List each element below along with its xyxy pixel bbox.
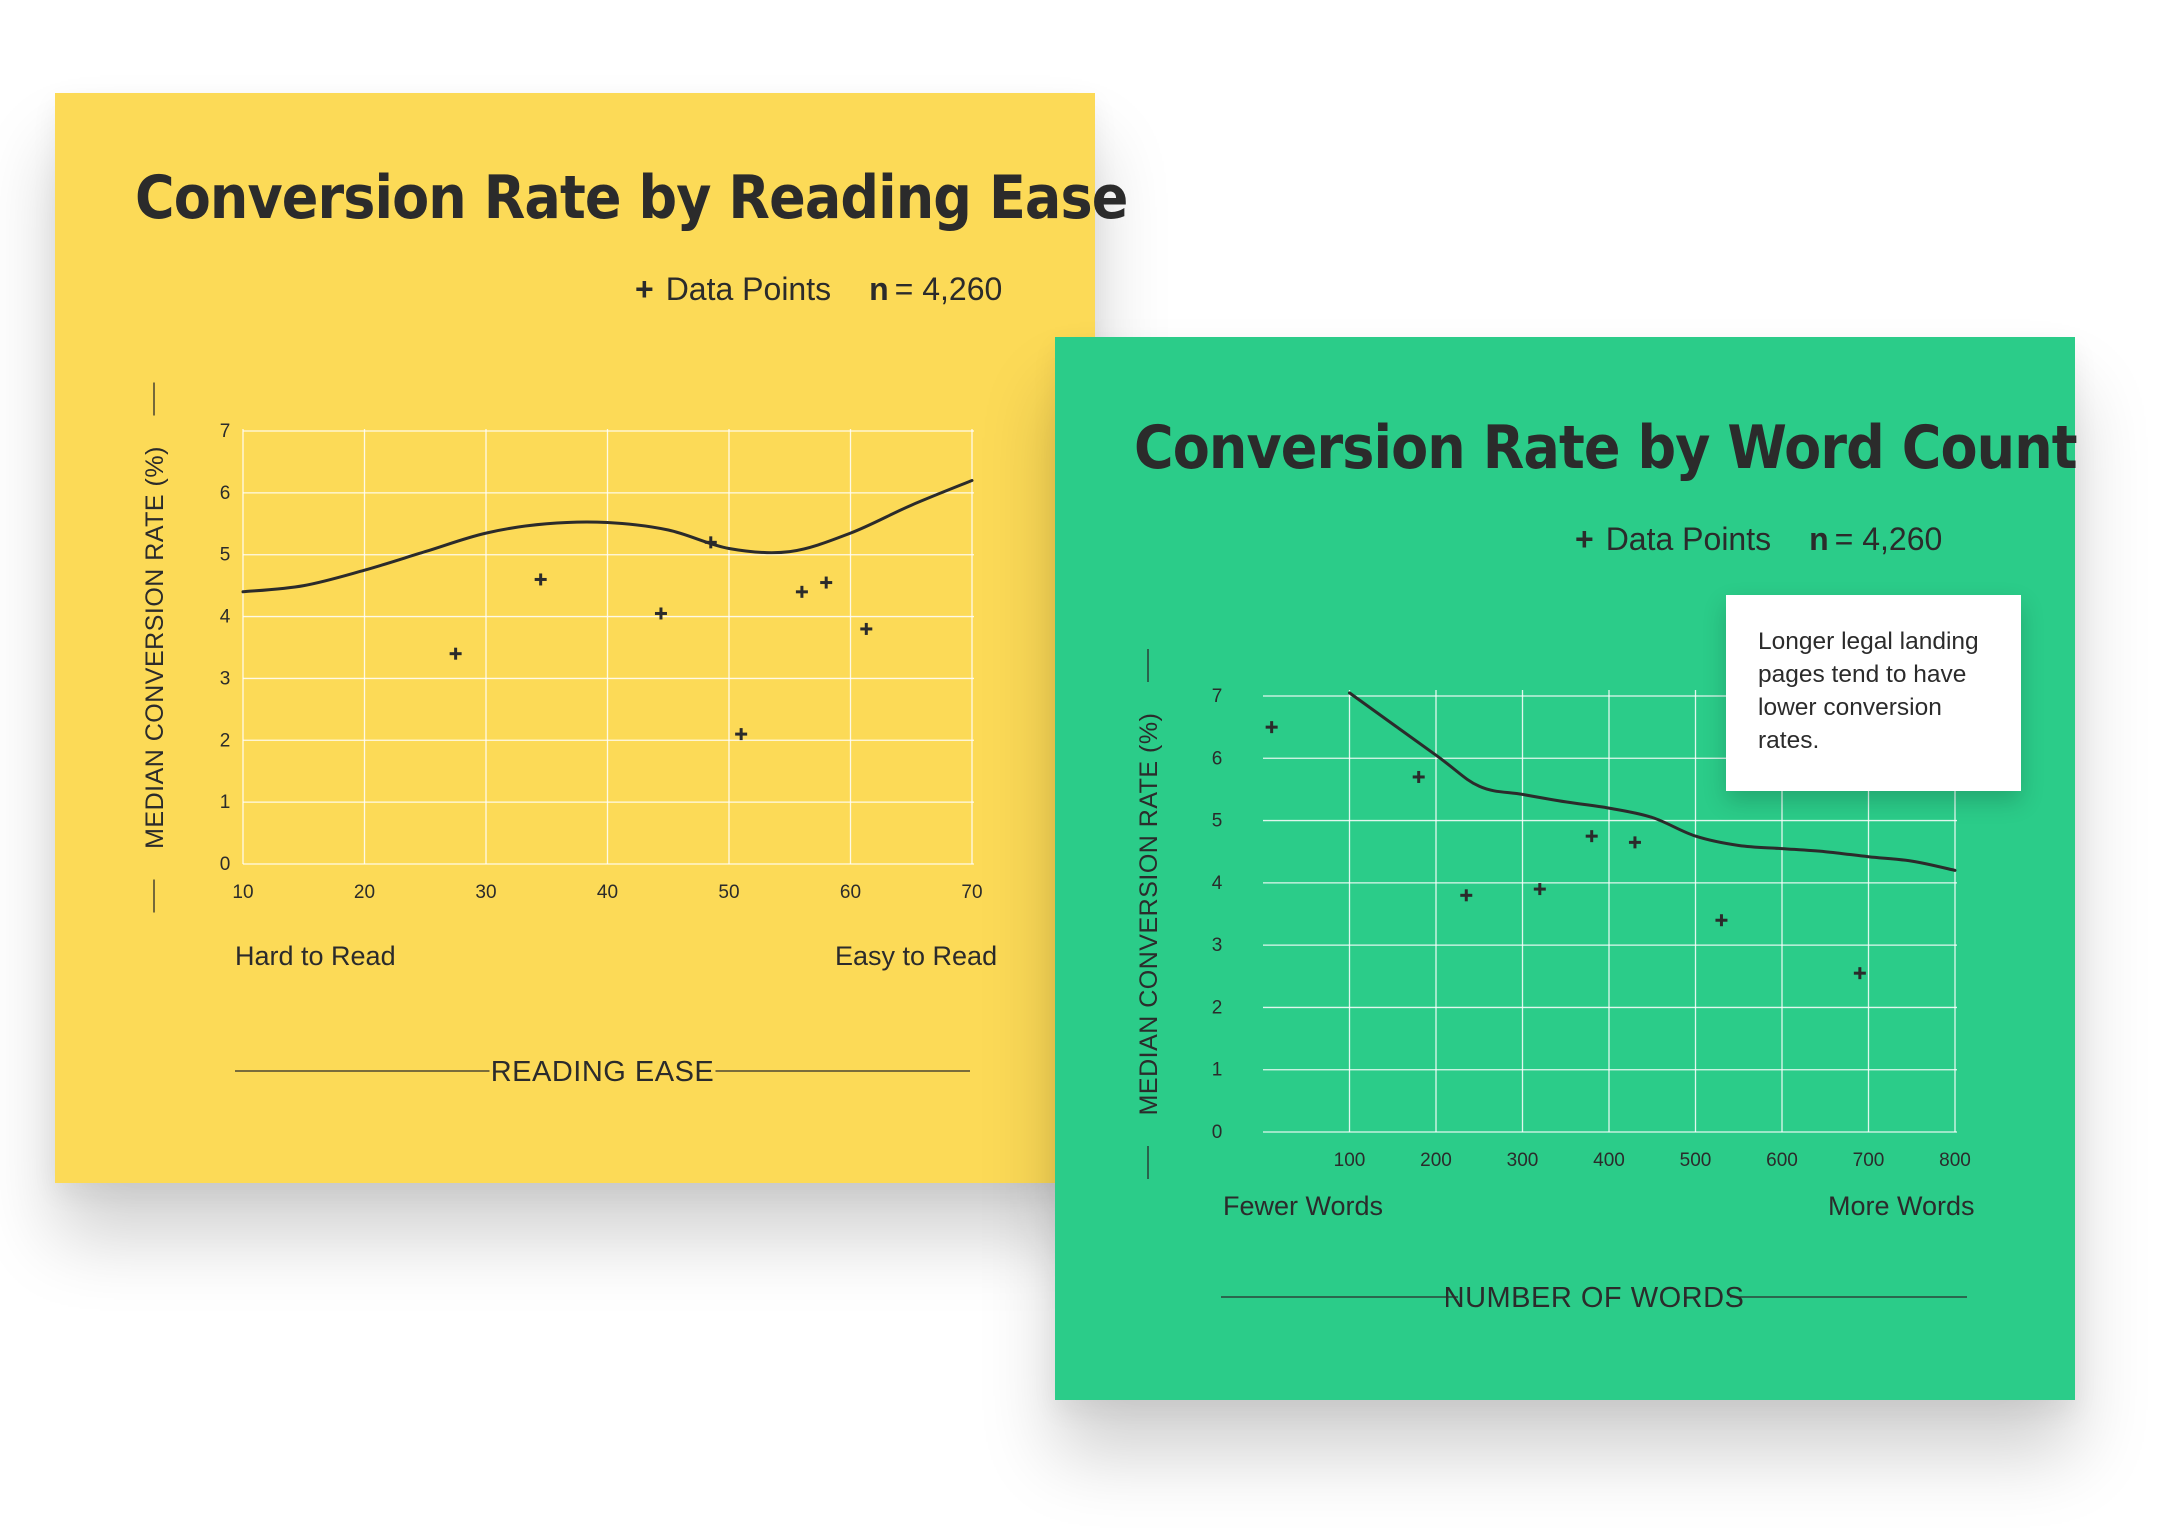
reading-ease-title: Conversion Rate by Reading Ease [135,163,1128,233]
sample-size-label: n [1809,521,1829,557]
trend-line [241,479,974,594]
data-point-marker [1853,967,1866,980]
sample-size: n = 4,260 [869,271,1002,308]
y-tick-label: 3 [1212,935,1223,956]
axis-end-right: Easy to Read [835,941,998,971]
y-tick-label: 0 [220,854,231,875]
y-tick-label: 0 [1212,1122,1223,1143]
y-tick-label: 4 [220,607,231,628]
y-tick-label: 6 [1212,748,1223,769]
reading-ease-chart: 0 1 2 3 4 5 6 7 10 20 30 40 50 60 70 MEDIAN CONVERSION … [141,382,983,1088]
plus-marker-icon: + [1575,521,1594,557]
x-tick-label: 200 [1420,1150,1452,1171]
y-tick-label: 6 [220,483,231,504]
axis-end-left: Hard to Read [235,941,396,971]
word-count-chart: 0 1 2 3 4 5 6 7 100 200 300 400 500 600 700 800 MEDIAN C… [1135,649,1971,1314]
y-tick-label: 3 [220,668,231,689]
data-point-marker [860,622,873,635]
data-point-marker [1715,914,1728,927]
data-point-marker [1628,836,1641,849]
x-axis-label: NUMBER OF WORDS [1444,1282,1745,1314]
x-tick-label: 400 [1593,1150,1625,1171]
y-tick-label: 7 [1212,686,1223,707]
x-tick-label: 100 [1334,1150,1366,1171]
word-count-card: Conversion Rate by Word Count + Data Poi… [1055,337,2078,1400]
annotation-note: Longer legal landing pages tend to have … [1726,595,2021,791]
data-point-marker [1585,830,1598,843]
sample-size-value: = 4,260 [1834,521,1943,557]
x-tick-label: 800 [1939,1150,1971,1171]
data-point-marker [1412,770,1425,783]
data-point-marker [654,607,667,620]
y-tick-label: 2 [1212,997,1223,1018]
y-tick-label: 2 [220,730,231,751]
legend-label: Data Points [665,271,832,307]
x-tick-label: 30 [475,882,496,903]
data-point-marker [704,536,717,549]
x-tick-label: 300 [1507,1150,1539,1171]
x-tick-label: 10 [232,882,253,903]
reading-ease-legend: + Data Points n = 4,260 [635,271,1002,308]
legend-label: Data Points [1605,521,1772,557]
data-point-marker [1265,721,1278,734]
x-tick-label: 20 [354,882,375,903]
plus-marker-icon: + [635,271,654,307]
axis-end-left: Fewer Words [1223,1191,1384,1221]
data-point-marker [1533,883,1546,896]
y-axis-label: MEDIAN CONVERSION RATE (%) [141,446,169,849]
data-point-marker [820,576,833,589]
x-axis-label: READING EASE [491,1056,715,1088]
word-count-title: Conversion Rate by Word Count [1134,413,2078,483]
data-point-marker [449,647,462,660]
data-point-marker [534,573,547,586]
sample-size: n = 4,260 [1809,521,1942,558]
reading-ease-card: Conversion Rate by Reading Ease + Data P… [55,93,1128,1183]
data-point-marker [735,728,748,741]
x-tick-label: 600 [1766,1150,1798,1171]
x-tick-label: 700 [1853,1150,1885,1171]
sample-size-label: n [869,271,889,307]
y-tick-label: 5 [220,545,231,566]
data-point-marker [795,585,808,598]
x-tick-label: 40 [597,882,618,903]
y-tick-label: 7 [220,421,231,442]
trend-line [1348,691,1957,872]
x-tick-label: 50 [718,882,739,903]
y-tick-label: 1 [220,792,231,813]
axis-end-right: More Words [1828,1191,1975,1221]
y-tick-label: 4 [1212,873,1223,894]
y-tick-label: 1 [1212,1060,1223,1081]
y-tick-label: 5 [1212,811,1223,832]
word-count-legend: + Data Points n = 4,260 [1575,521,1942,558]
x-tick-label: 60 [840,882,861,903]
x-tick-label: 500 [1680,1150,1712,1171]
x-tick-label: 70 [961,882,982,903]
y-axis-label: MEDIAN CONVERSION RATE (%) [1135,713,1163,1116]
sample-size-value: = 4,260 [894,271,1003,307]
data-point-marker [1460,889,1473,902]
